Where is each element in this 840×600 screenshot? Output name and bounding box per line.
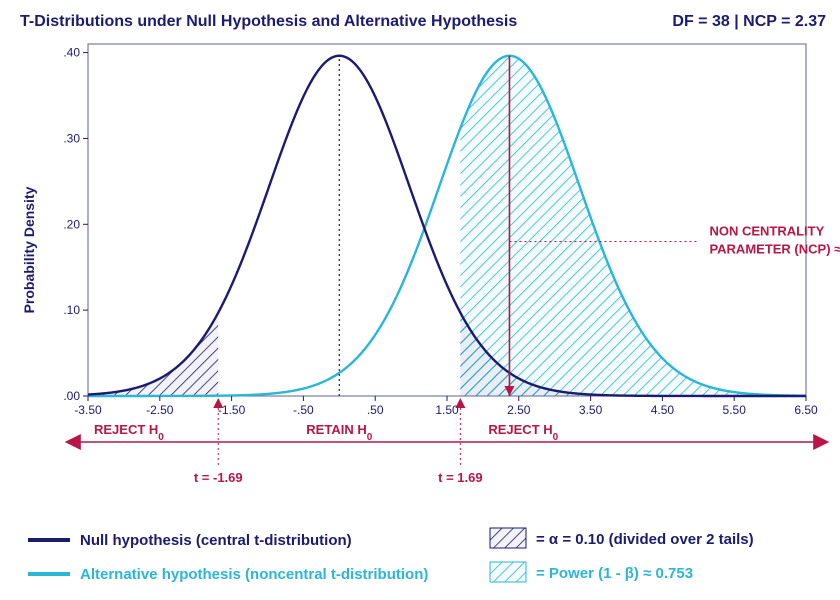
ncp-label-1: NON CENTRALITY [709, 223, 824, 238]
svg-text:.40: .40 [63, 46, 80, 60]
svg-text:-.50: -.50 [293, 403, 314, 417]
svg-text:-2.50: -2.50 [146, 403, 174, 417]
x-ticks: -3.50 -2.50 -1.50 -.50 .50 1.50 2.50 3.50 4.50 5.… [74, 396, 818, 417]
svg-text:5.50: 5.50 [723, 403, 747, 417]
legend-alpha-text: = α = 0.10 (divided over 2 tails) [536, 531, 754, 548]
t-dist-chart: T-Distributions under Null Hypothesis an… [0, 0, 840, 600]
svg-text:.00: .00 [63, 389, 80, 403]
crit-label-left: t = -1.69 [194, 470, 243, 485]
legend: Null hypothesis (central t-distribution)… [28, 528, 754, 583]
svg-text:4.50: 4.50 [651, 403, 675, 417]
svg-text:6.50: 6.50 [794, 403, 818, 417]
reject-left-label: REJECT H0 [94, 422, 164, 443]
svg-text:.50: .50 [367, 403, 384, 417]
svg-text:3.50: 3.50 [579, 403, 603, 417]
crit-markers [213, 398, 465, 408]
svg-text:2.50: 2.50 [507, 403, 531, 417]
horizontal-grid [88, 53, 806, 311]
legend-alpha-swatch [490, 528, 526, 548]
svg-text:.20: .20 [63, 217, 80, 231]
chart-subtitle: DF = 38 | NCP = 2.37 [672, 13, 826, 30]
svg-text:.30: .30 [63, 131, 80, 145]
y-ticks: .00 .10 .20 .30 .40 [63, 46, 88, 403]
chart-title: T-Distributions under Null Hypothesis an… [20, 13, 517, 30]
svg-text:1.50: 1.50 [435, 403, 459, 417]
alt-curve [88, 56, 806, 396]
alpha-region-left [88, 313, 218, 396]
ncp-label-2: PARAMETER (NCP) ≈ 2.37 [709, 241, 840, 256]
legend-alt-text: Alternative hypothesis (noncentral t-dis… [80, 566, 428, 583]
svg-text:-1.50: -1.50 [218, 403, 246, 417]
legend-power-swatch [490, 562, 526, 582]
null-curve [88, 56, 806, 396]
legend-power-text: = Power (1 - β) ≈ 0.753 [536, 565, 693, 582]
svg-text:.10: .10 [63, 303, 80, 317]
retain-label: RETAIN H0 [306, 422, 372, 443]
plot-border [88, 44, 806, 396]
crit-label-right: t = 1.69 [438, 470, 482, 485]
reject-right-label: REJECT H0 [488, 422, 558, 443]
svg-text:-3.50: -3.50 [74, 403, 102, 417]
legend-null-text: Null hypothesis (central t-distribution) [80, 532, 352, 549]
y-axis-label: Probability Density [21, 186, 37, 313]
